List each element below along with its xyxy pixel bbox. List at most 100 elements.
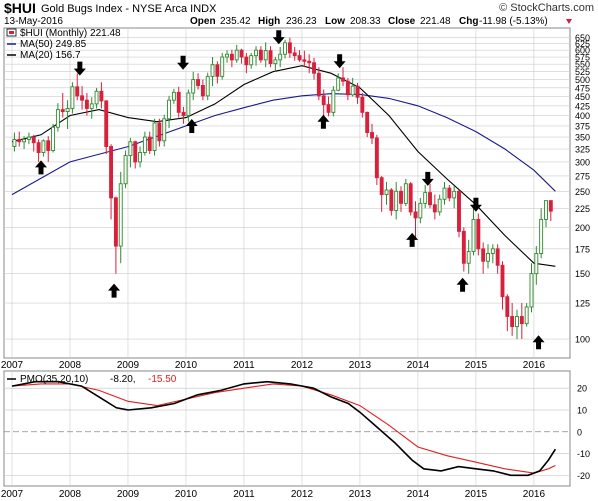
candle-down	[292, 52, 297, 57]
candle-down	[239, 49, 244, 58]
candle-up	[22, 138, 27, 143]
price-x-tick: 2008	[59, 360, 82, 371]
price-y-tick: 250	[575, 187, 590, 197]
price-y-tick: 600	[575, 46, 590, 56]
candle-down	[341, 77, 345, 82]
candle-up	[191, 79, 196, 94]
candle-up	[128, 141, 133, 157]
price-x-tick: 2007	[1, 360, 24, 371]
candle-down	[457, 190, 461, 232]
chg-label: Chg	[459, 16, 478, 27]
candle-down	[258, 49, 263, 61]
candle-down	[181, 111, 186, 116]
candle-down	[99, 90, 104, 102]
legend-pmo-name: PMO(35,20,10)	[20, 374, 88, 385]
candle-down	[500, 264, 505, 298]
price-y-tick: 350	[575, 133, 590, 143]
pmo-x-tick: 2014	[407, 489, 430, 500]
price-x-tick: 2016	[523, 360, 546, 371]
candle-up	[94, 90, 99, 105]
chg-value: -11.98 (-5.13%)	[479, 16, 548, 27]
legend-pmo-value: -8.20,	[110, 374, 136, 385]
ma20-line	[11, 65, 556, 267]
candle-down	[389, 189, 394, 211]
candle-up	[524, 306, 529, 325]
candle-down	[46, 140, 51, 151]
arrow-up-icon	[532, 335, 545, 350]
candle-up	[350, 85, 355, 96]
candle-down	[461, 230, 466, 264]
candle-down	[360, 96, 365, 113]
open-value: 235.42	[220, 16, 251, 27]
price-y-tick: 650	[575, 33, 590, 43]
candle-up	[152, 122, 157, 151]
candle-up	[171, 91, 176, 101]
candle-down	[147, 136, 152, 151]
candle-up	[331, 89, 336, 113]
symbol-name: Gold Bugs Index - NYSE Arca INDX	[41, 3, 217, 15]
candle-up	[437, 198, 442, 213]
candle-down	[447, 187, 452, 199]
candle-up	[225, 53, 229, 58]
price-y-tick: 425	[575, 101, 590, 111]
pmo-x-tick: 2008	[59, 489, 82, 500]
ma50-line	[11, 93, 556, 196]
candle-up	[529, 273, 534, 308]
pmo-y-tick: -20	[577, 471, 590, 481]
close-label: Close	[388, 16, 416, 27]
candle-up	[486, 253, 490, 262]
candle-down	[355, 85, 360, 98]
watermark: © StockCharts.com	[499, 2, 594, 14]
candle-up	[452, 190, 457, 199]
pmo-x-tick: 2015	[465, 489, 488, 500]
price-y-tick: 500	[575, 75, 590, 85]
price-panel	[3, 27, 571, 359]
candle-up	[205, 75, 210, 97]
price-y-tick: 300	[575, 157, 590, 167]
candle-up	[263, 50, 268, 61]
price-y-tick: 200	[575, 223, 590, 233]
low-label: Low	[325, 16, 345, 27]
candle-down	[104, 100, 109, 148]
price-y-tick: 375	[575, 121, 590, 131]
candle-down	[548, 200, 553, 212]
candle-up	[423, 192, 428, 204]
candle-up	[384, 189, 389, 196]
candle-down	[321, 95, 326, 106]
arrow-down-icon	[73, 61, 86, 76]
price-y-tick: 150	[575, 269, 590, 279]
arrow-up-icon	[456, 277, 469, 292]
candle-down	[413, 211, 418, 219]
candle-down	[17, 138, 22, 143]
candle-up	[442, 187, 447, 200]
candle-up	[490, 248, 495, 254]
pmo-x-tick: 2010	[175, 489, 198, 500]
candle-down	[379, 177, 384, 196]
candle-down	[287, 42, 292, 54]
arrow-up-icon	[406, 232, 419, 247]
candle-up	[65, 107, 70, 113]
arrow-down-icon	[177, 55, 190, 70]
pmo-y-tick: 20	[577, 384, 587, 394]
candle-down	[215, 64, 220, 77]
legend-ma50: MA(50) 249.85	[20, 39, 87, 50]
price-y-tick: 475	[575, 83, 590, 93]
candle-up	[403, 183, 408, 204]
candle-up	[70, 86, 75, 109]
candle-down	[428, 192, 432, 206]
candle-down	[31, 136, 36, 144]
open-label: Open	[190, 16, 216, 27]
arrow-up-icon	[34, 160, 47, 175]
pmo-y-tick: 0	[577, 427, 582, 437]
price-y-tick: 275	[575, 171, 590, 181]
candle-up	[41, 140, 46, 153]
candle-up	[26, 136, 31, 140]
candle-up	[118, 183, 123, 247]
price-x-tick: 2010	[175, 360, 198, 371]
candle-up	[89, 103, 94, 109]
price-x-tick: 2015	[465, 360, 488, 371]
candle-up	[283, 42, 287, 55]
legend-ma20: MA(20) 156.7	[20, 50, 81, 61]
candle-down	[326, 104, 331, 113]
